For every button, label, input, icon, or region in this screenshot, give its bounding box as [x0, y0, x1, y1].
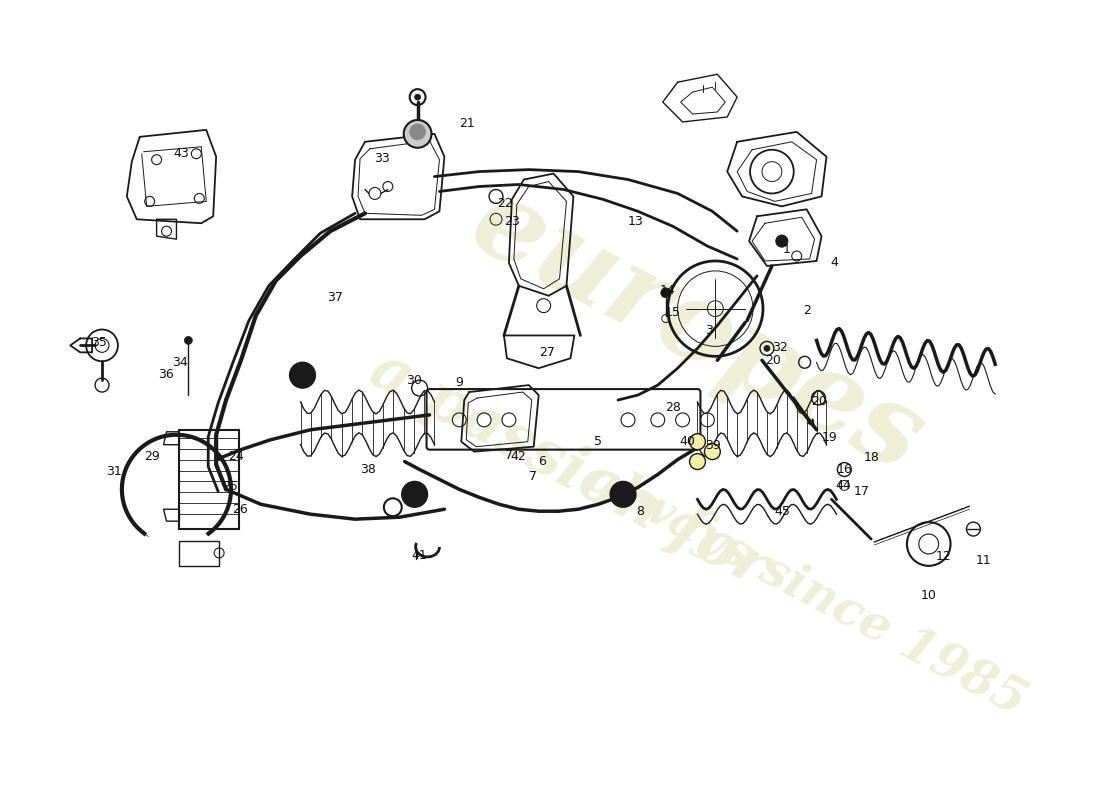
Text: 10: 10	[921, 589, 936, 602]
Text: 26: 26	[232, 502, 248, 516]
Text: 7: 7	[529, 470, 537, 483]
Text: 6: 6	[538, 455, 546, 468]
Circle shape	[690, 454, 705, 470]
Text: 7: 7	[505, 449, 513, 462]
Text: 8: 8	[636, 505, 644, 518]
Circle shape	[415, 94, 420, 100]
Text: 17: 17	[854, 485, 869, 498]
Text: 23: 23	[504, 214, 520, 228]
Text: 25: 25	[222, 480, 238, 493]
Circle shape	[690, 434, 705, 450]
Text: 44: 44	[836, 479, 851, 492]
Text: 9: 9	[455, 376, 463, 389]
Text: 29: 29	[144, 450, 159, 463]
Text: 40: 40	[680, 435, 695, 448]
Circle shape	[409, 124, 426, 140]
Text: 45: 45	[774, 505, 790, 518]
Text: 38: 38	[360, 463, 376, 476]
Text: 30: 30	[406, 374, 421, 386]
Text: 11: 11	[976, 554, 991, 567]
Circle shape	[404, 120, 431, 148]
Text: 16: 16	[836, 463, 852, 476]
Circle shape	[289, 362, 316, 388]
Circle shape	[776, 235, 788, 247]
Circle shape	[402, 482, 428, 507]
Text: 15: 15	[664, 306, 681, 319]
Text: 14: 14	[660, 284, 675, 298]
Text: 4: 4	[830, 257, 838, 270]
Text: 35: 35	[91, 336, 107, 349]
Text: 37: 37	[328, 291, 343, 304]
Text: 33: 33	[374, 152, 389, 165]
Text: 20: 20	[764, 354, 781, 366]
Text: always since 1985: always since 1985	[579, 453, 1034, 725]
Circle shape	[610, 482, 636, 507]
Text: 34: 34	[173, 356, 188, 369]
Text: 18: 18	[864, 451, 879, 464]
Text: 31: 31	[106, 465, 122, 478]
Text: 42: 42	[510, 450, 526, 463]
Text: 22: 22	[497, 197, 513, 210]
Circle shape	[185, 337, 192, 344]
Text: 12: 12	[936, 550, 952, 563]
Text: 13: 13	[628, 214, 643, 228]
Text: 21: 21	[460, 118, 475, 130]
Text: 32: 32	[772, 341, 788, 354]
Text: 1: 1	[783, 242, 791, 255]
Text: 28: 28	[664, 402, 681, 414]
Text: 19: 19	[822, 431, 837, 444]
Text: 36: 36	[157, 368, 174, 381]
Text: 5: 5	[594, 435, 602, 448]
Text: a passion for: a passion for	[360, 339, 778, 599]
Text: 27: 27	[539, 346, 554, 359]
Text: 39: 39	[705, 439, 722, 452]
Text: 3: 3	[705, 324, 713, 337]
Text: 24: 24	[228, 450, 244, 463]
Circle shape	[764, 346, 770, 351]
Text: 2: 2	[803, 304, 811, 317]
Circle shape	[704, 444, 720, 459]
Text: 41: 41	[411, 550, 428, 562]
Circle shape	[661, 288, 671, 298]
Text: 43: 43	[174, 147, 189, 160]
Text: 20: 20	[812, 395, 827, 409]
Text: europes: europes	[453, 166, 942, 494]
